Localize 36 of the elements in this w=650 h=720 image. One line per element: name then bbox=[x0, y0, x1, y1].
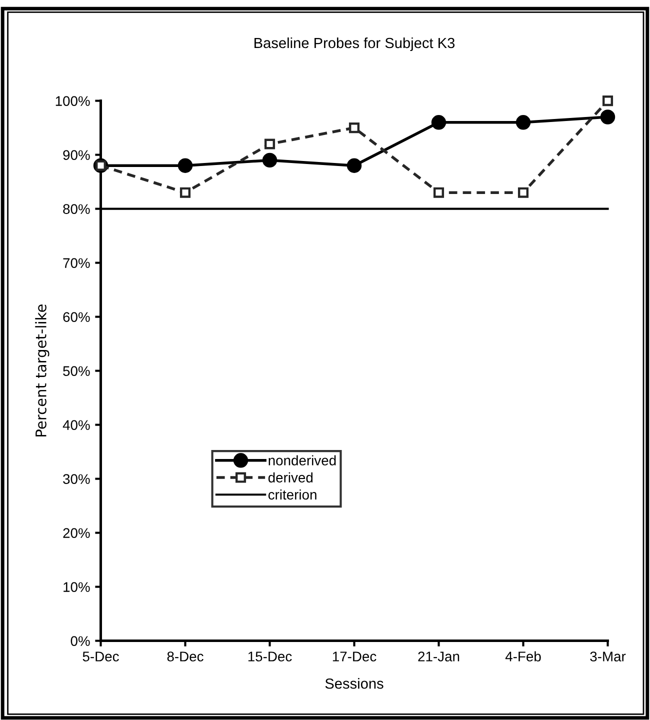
y-tick-label: 60% bbox=[63, 312, 90, 322]
point bbox=[518, 187, 529, 198]
x-tick-label: 5-Dec bbox=[82, 652, 119, 662]
point bbox=[602, 96, 614, 106]
x-tick-label: 3-Mar bbox=[590, 652, 626, 662]
x-tick-label: 21-Jan bbox=[418, 652, 460, 662]
legend-label: criterion bbox=[268, 489, 316, 500]
y-tick-label: 30% bbox=[63, 474, 90, 484]
y-tick-label: 40% bbox=[62, 420, 90, 430]
y-tick-label: 10% bbox=[64, 582, 90, 592]
point bbox=[516, 115, 531, 130]
point bbox=[431, 115, 446, 130]
point bbox=[264, 138, 276, 150]
y-tick-label: 80% bbox=[63, 204, 90, 214]
x-tick-label: 8-Dec bbox=[167, 652, 204, 662]
y-tick-label: 100% bbox=[56, 96, 90, 106]
legend-label: nonderived bbox=[268, 455, 336, 466]
point bbox=[600, 110, 616, 124]
y-tick-label: 50% bbox=[63, 366, 90, 376]
point bbox=[262, 152, 278, 168]
legend-label: derived bbox=[268, 472, 313, 483]
x-tick-label: 17-Dec bbox=[332, 652, 376, 662]
point bbox=[433, 187, 444, 198]
y-tick-label: 90% bbox=[63, 150, 90, 160]
y-tick-label: 70% bbox=[63, 258, 90, 268]
point bbox=[178, 158, 193, 173]
y-axis-title: Percent target-like bbox=[35, 304, 50, 436]
point bbox=[180, 187, 191, 198]
chart-title: Baseline Probes for Subject K3 bbox=[254, 37, 455, 52]
y-tick-label: 20% bbox=[63, 528, 90, 538]
point bbox=[346, 158, 362, 173]
x-tick-label: 15-Dec bbox=[248, 652, 292, 662]
point bbox=[348, 122, 360, 134]
y-tick-label: 0% bbox=[70, 636, 90, 646]
x-tick-label: 4-Feb bbox=[505, 651, 541, 662]
x-axis-title: Sessions bbox=[325, 678, 384, 689]
